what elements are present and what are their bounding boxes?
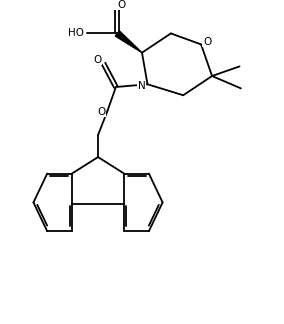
- Text: O: O: [203, 37, 211, 47]
- Polygon shape: [115, 31, 142, 53]
- Text: HO: HO: [68, 29, 83, 39]
- Text: O: O: [93, 54, 102, 64]
- Text: O: O: [97, 107, 106, 117]
- Text: O: O: [117, 0, 126, 10]
- Text: N: N: [137, 81, 145, 91]
